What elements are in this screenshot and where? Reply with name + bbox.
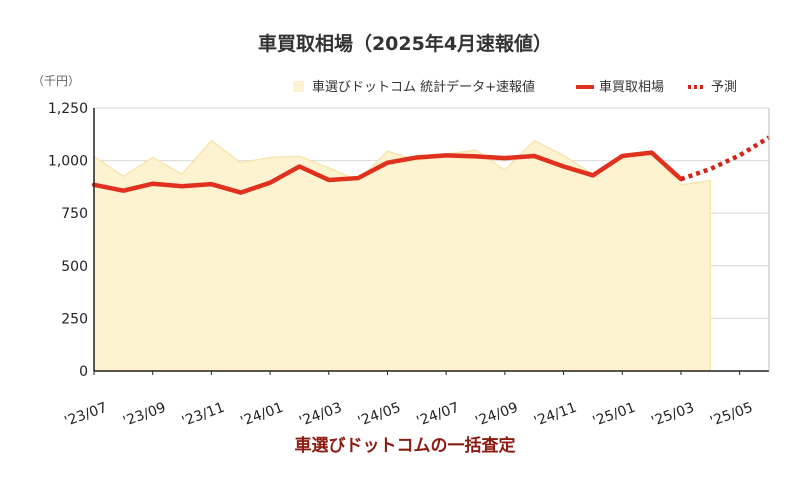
y-tick-label: 0 [79, 364, 88, 380]
chart-title: 車買取相場（2025年4月速報値） [258, 32, 552, 55]
legend-swatch-area [293, 81, 304, 92]
x-tick-label: '24/09 [473, 400, 520, 430]
y-tick-label: 1,000 [48, 154, 88, 170]
footer-caption: 車選びドットコムの一括査定 [295, 435, 516, 456]
axes [93, 108, 770, 375]
line-point [209, 182, 213, 186]
line-point [532, 154, 536, 158]
x-tick-labels: '23/07 '23/09 '23/11 '24/01 '24/03 '24/05 '24/… [62, 400, 755, 430]
line-point [356, 176, 360, 180]
x-tick-label: '24/11 [532, 400, 579, 430]
line-point [121, 189, 125, 193]
legend-label-area: 車選びドットコム 統計データ+速報値 [312, 79, 535, 95]
x-tick-label: '25/01 [591, 400, 638, 430]
line-point [297, 164, 301, 168]
x-tick-label: '25/03 [649, 400, 696, 430]
line-point [444, 153, 448, 157]
line-point [591, 173, 595, 177]
legend: 車選びドットコム 統計データ+速報値 車買取相場 予測 [293, 79, 737, 95]
area-series [93, 139, 712, 372]
line-point [620, 154, 624, 158]
x-tick-label: '24/03 [297, 400, 344, 430]
x-tick-label: '23/09 [121, 400, 168, 430]
line-point [327, 178, 331, 182]
x-tick-label: '24/05 [356, 400, 403, 430]
line-point [415, 155, 419, 159]
line-point [268, 181, 272, 185]
line-point [503, 156, 507, 160]
x-tick-label: '23/11 [180, 400, 227, 430]
y-tick-label: 750 [61, 206, 88, 222]
line-point [562, 164, 566, 168]
forecast-path [680, 135, 771, 182]
legend-label-line: 車買取相場 [599, 80, 664, 95]
line-point [239, 191, 243, 195]
y-tick-labels: 0 250 500 750 1,000 1,250 [48, 101, 88, 380]
y-tick-label: 1,250 [48, 101, 88, 117]
y-tick-label: 250 [61, 311, 88, 327]
y-tick-label: 500 [61, 259, 88, 275]
x-tick-label: '25/05 [708, 400, 755, 430]
x-tick-label: '24/01 [238, 400, 285, 430]
line-point [151, 182, 155, 186]
x-tick-label: '24/07 [415, 400, 462, 430]
y-axis-unit-label: （千円） [32, 74, 80, 88]
line-point [650, 151, 654, 155]
line-series [91, 150, 684, 195]
line-point [385, 161, 389, 165]
area-fill [93, 139, 712, 372]
line-point [474, 154, 478, 158]
line-point [180, 184, 184, 188]
legend-label-dotted: 予測 [711, 80, 737, 95]
forecast-series [680, 135, 771, 182]
x-tick-label: '23/07 [62, 400, 109, 430]
